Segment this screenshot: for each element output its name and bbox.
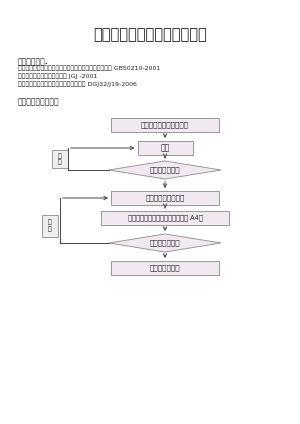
Polygon shape (109, 161, 221, 179)
Text: 二、监理工作的流程: 二、监理工作的流程 (18, 97, 60, 106)
Bar (52, 150, 68, 168)
Text: 监理工程师巡视: 监理工程师巡视 (150, 167, 180, 173)
Bar (101, 211, 229, 225)
Polygon shape (109, 234, 221, 252)
Text: 问
正: 问 正 (58, 153, 62, 165)
Text: 一、编制依据.: 一、编制依据. (18, 57, 49, 66)
Bar (137, 141, 193, 155)
Text: 施工单位报验，填《报验申请表》 A4表: 施工单位报验，填《报验申请表》 A4表 (128, 215, 202, 221)
Text: 完成后施工单位自检: 完成后施工单位自检 (145, 195, 185, 201)
Text: 《民用建筑节能工程施工质量验收规程》 DGJ32/J19-2006: 《民用建筑节能工程施工质量验收规程》 DGJ32/J19-2006 (18, 81, 137, 86)
Text: 监理工程师签认: 监理工程师签认 (150, 265, 180, 271)
Text: 施工: 施工 (160, 143, 169, 153)
Bar (111, 118, 219, 132)
Text: 监理工程师验收: 监理工程师验收 (150, 240, 180, 246)
Text: 监理规划、设计文件、《外墙外保温工程质量验收规范》 GB50210-2001: 监理规划、设计文件、《外墙外保温工程质量验收规范》 GB50210-2001 (18, 65, 160, 70)
Bar (42, 215, 58, 237)
Text: 《外墙外保温工程技术规程》 JGJ -2001: 《外墙外保温工程技术规程》 JGJ -2001 (18, 73, 97, 78)
Text: 问
正: 问 正 (48, 220, 52, 232)
Text: 外墙岩棉板保温监理实施细则: 外墙岩棉板保温监理实施细则 (93, 28, 207, 42)
Bar (111, 261, 219, 275)
Text: 检查施工单位的技术文案: 检查施工单位的技术文案 (141, 122, 189, 128)
Bar (111, 191, 219, 205)
